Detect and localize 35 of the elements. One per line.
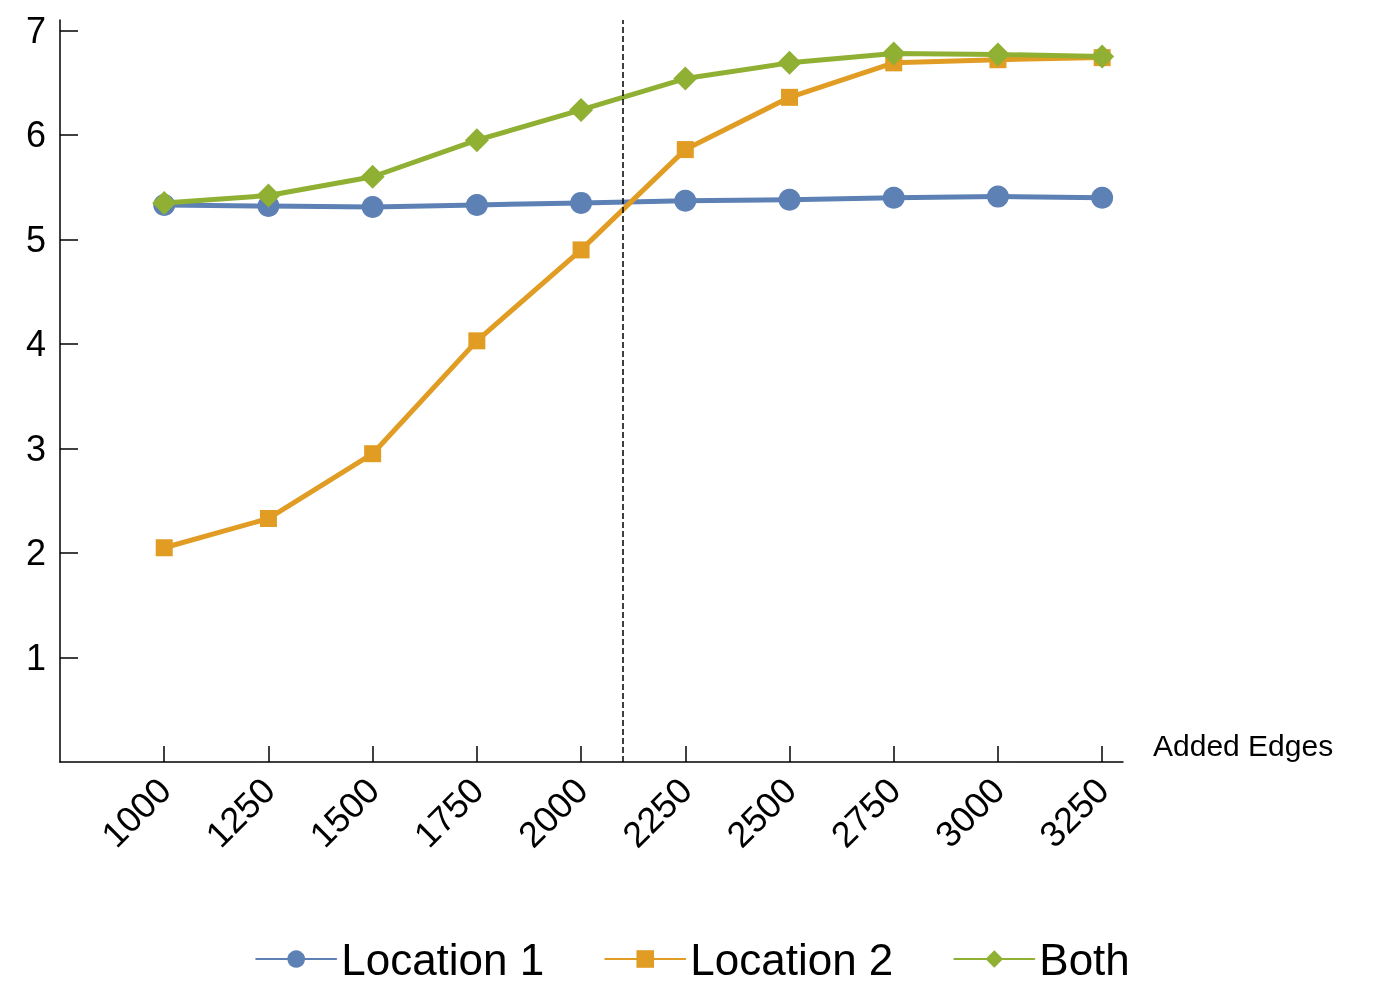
point bbox=[256, 183, 281, 208]
point bbox=[986, 185, 1009, 208]
point bbox=[673, 66, 698, 91]
point bbox=[361, 196, 384, 219]
point bbox=[1090, 44, 1115, 69]
point bbox=[882, 186, 905, 209]
point bbox=[155, 539, 173, 557]
point bbox=[364, 445, 382, 463]
point bbox=[468, 332, 486, 350]
y-tick-label: 7 bbox=[25, 9, 46, 51]
point bbox=[674, 189, 697, 212]
point bbox=[360, 164, 385, 189]
x-axis-title: Added Edges bbox=[1153, 728, 1334, 762]
point bbox=[464, 128, 489, 153]
point bbox=[465, 193, 488, 216]
point bbox=[777, 50, 802, 75]
point bbox=[881, 41, 906, 66]
y-tick-label: 4 bbox=[25, 323, 46, 365]
point bbox=[259, 510, 277, 527]
point bbox=[676, 141, 694, 159]
legend-label: Both bbox=[1039, 934, 1130, 984]
point bbox=[985, 42, 1010, 67]
y-tick-label: 2 bbox=[25, 532, 46, 574]
legend-label: Location 1 bbox=[341, 934, 545, 984]
y-tick-label: 1 bbox=[25, 636, 46, 678]
point bbox=[778, 188, 801, 211]
point bbox=[781, 88, 799, 106]
y-tick-label: 3 bbox=[25, 427, 46, 469]
point bbox=[572, 241, 590, 259]
y-tick-label: 6 bbox=[25, 114, 46, 156]
point bbox=[570, 191, 593, 214]
legend-label: Location 2 bbox=[690, 934, 894, 984]
y-tick-label: 5 bbox=[25, 218, 46, 260]
point bbox=[569, 97, 594, 122]
point bbox=[1091, 186, 1114, 209]
